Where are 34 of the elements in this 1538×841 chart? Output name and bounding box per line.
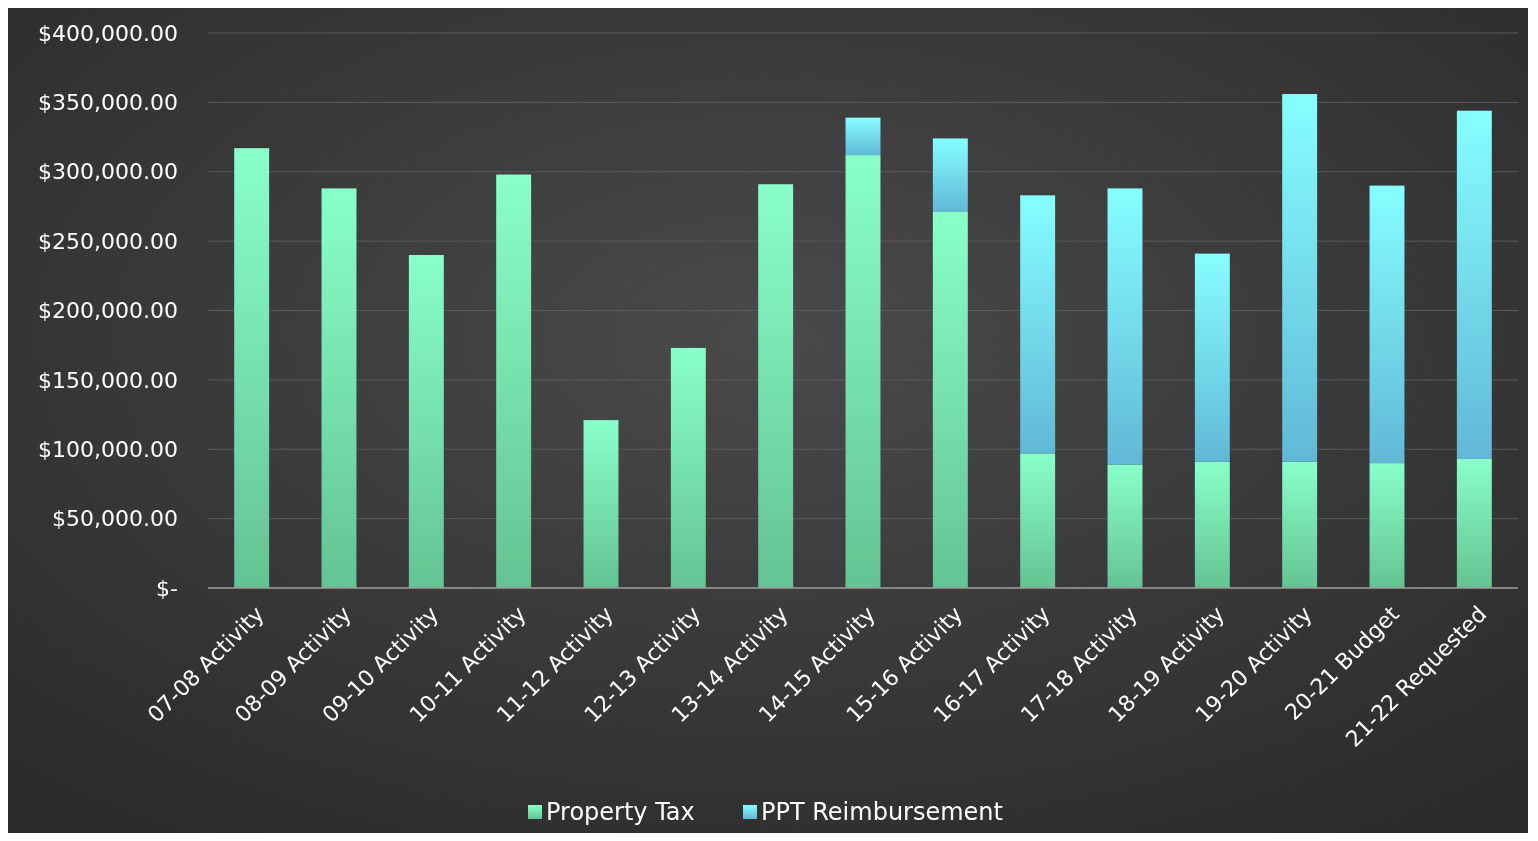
bar [1107, 188, 1143, 465]
y-tick-label: $- [156, 575, 178, 601]
y-tick-label: $150,000.00 [38, 367, 178, 393]
bar [1194, 461, 1230, 588]
bar [1107, 464, 1143, 588]
bar [1456, 110, 1492, 459]
bar [670, 347, 706, 588]
bar [496, 174, 532, 588]
y-tick-label: $200,000.00 [38, 298, 178, 324]
bar [1369, 185, 1405, 464]
bar [1194, 253, 1230, 462]
bar [1020, 195, 1056, 454]
bar [758, 184, 794, 588]
bar [408, 255, 444, 588]
bar [234, 148, 270, 588]
bar [1282, 461, 1318, 588]
y-tick-label: $250,000.00 [38, 228, 178, 254]
bar [845, 155, 881, 588]
bar [1369, 463, 1405, 588]
bar [1456, 458, 1492, 588]
bar [932, 138, 968, 212]
y-tick-label: $350,000.00 [38, 90, 178, 116]
bar [932, 211, 968, 588]
legend-label: PPT Reimbursement [761, 798, 1003, 827]
y-tick-label: $100,000.00 [38, 436, 178, 462]
bar [1282, 94, 1318, 462]
legend-label: Property Tax [546, 798, 695, 827]
y-tick-label: $50,000.00 [52, 506, 178, 532]
y-tick-label: $300,000.00 [38, 159, 178, 185]
y-tick-label: $400,000.00 [38, 20, 178, 46]
bar [321, 188, 357, 588]
bar [845, 117, 881, 156]
bar [583, 420, 619, 588]
bar [1020, 453, 1056, 588]
